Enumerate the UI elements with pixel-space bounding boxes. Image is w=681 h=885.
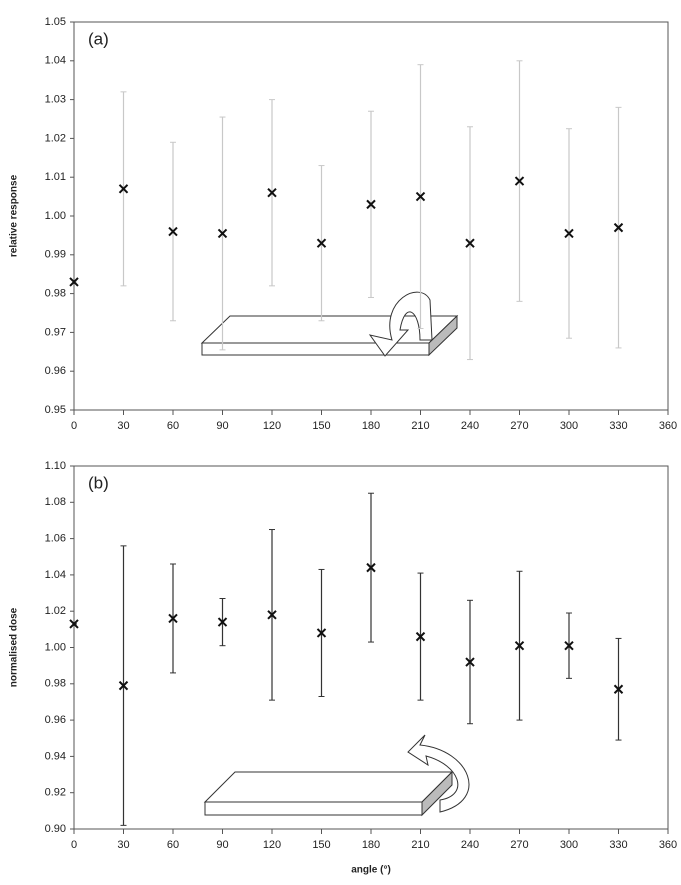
x-tick-label: 330	[609, 839, 627, 851]
x-tick-label: 270	[510, 420, 528, 432]
x-tick-label: 60	[167, 420, 179, 432]
x-tick-label: 240	[461, 420, 479, 432]
y-tick-label: 1.05	[45, 16, 66, 28]
x-tick-label: 150	[312, 420, 330, 432]
x-tick-label: 120	[263, 420, 281, 432]
x-tick-label: 300	[560, 839, 578, 851]
y-tick-label: 1.04	[45, 55, 66, 67]
x-tick-label: 330	[609, 420, 627, 432]
x-tick-label: 300	[560, 420, 578, 432]
x-tick-label: 360	[659, 420, 677, 432]
y-axis-title: relative response	[9, 174, 20, 257]
x-tick-label: 180	[362, 420, 380, 432]
panel-label: (b)	[88, 473, 109, 492]
x-tick-label: 120	[263, 839, 281, 851]
y-tick-label: 0.96	[45, 714, 66, 726]
y-tick-label: 1.04	[45, 569, 66, 581]
y-tick-label: 0.92	[45, 787, 66, 799]
x-tick-label: 240	[461, 839, 479, 851]
x-tick-label: 150	[312, 839, 330, 851]
y-tick-label: 1.06	[45, 533, 66, 545]
y-tick-label: 1.03	[45, 94, 66, 106]
x-tick-label: 270	[510, 839, 528, 851]
rotation-illustration-b	[205, 735, 469, 815]
y-tick-label: 0.94	[45, 750, 66, 762]
y-tick-label: 0.99	[45, 249, 66, 261]
x-tick-label: 90	[216, 420, 228, 432]
x-tick-label: 210	[411, 839, 429, 851]
x-tick-label: 0	[71, 839, 77, 851]
y-tick-label: 1.10	[45, 460, 66, 472]
x-tick-label: 90	[216, 839, 228, 851]
y-tick-label: 0.96	[45, 365, 66, 377]
y-tick-label: 0.95	[45, 404, 66, 416]
y-tick-label: 0.98	[45, 678, 66, 690]
plot-area	[71, 61, 622, 360]
panel-label: (a)	[88, 29, 109, 48]
y-tick-label: 1.00	[45, 641, 66, 653]
y-tick-label: 1.01	[45, 171, 66, 183]
figure: 0.95 0.96 0.97 0.98 0.99 1.00 1.01 1.02 1.03 1.04…	[0, 0, 681, 885]
y-tick-label: 1.02	[45, 132, 66, 144]
y-tick-label: 0.90	[45, 823, 66, 835]
rotation-illustration-a	[202, 292, 457, 356]
y-tick-label: 1.00	[45, 210, 66, 222]
x-tick-label: 210	[411, 420, 429, 432]
x-tick-label: 30	[117, 839, 129, 851]
x-axis-title: angle (°)	[351, 865, 391, 876]
y-tick-label: 1.02	[45, 605, 66, 617]
y-axis-title: normalised dose	[9, 607, 20, 687]
x-tick-label: 360	[659, 839, 677, 851]
y-tick-label: 1.08	[45, 496, 66, 508]
x-tick-label: 0	[71, 420, 77, 432]
y-tick-label: 0.98	[45, 288, 66, 300]
x-tick-label: 60	[167, 839, 179, 851]
y-tick-label: 0.97	[45, 326, 66, 338]
x-tick-label: 180	[362, 839, 380, 851]
x-tick-label: 30	[117, 420, 129, 432]
